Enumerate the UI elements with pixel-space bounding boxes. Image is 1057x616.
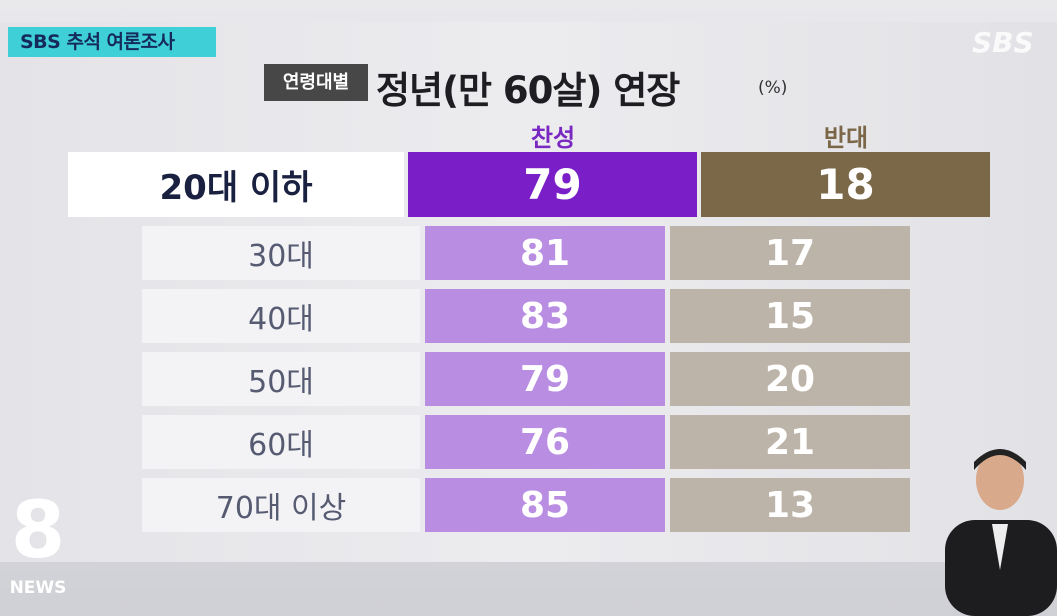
cell-disagree: 18 <box>701 152 990 217</box>
cell-agree: 76 <box>425 415 665 469</box>
cell-disagree: 13 <box>670 478 910 532</box>
column-header: 찬성 <box>530 124 576 152</box>
news-logo-text: NEWS <box>9 578 67 598</box>
cell-agree: 79 <box>425 352 665 406</box>
row-label: 20대 이하 <box>68 152 404 217</box>
cell-disagree: 20 <box>670 352 910 406</box>
row-label: 50대 <box>142 352 420 406</box>
cell-agree: 79 <box>408 152 697 217</box>
channel-logo: SBS <box>972 26 1034 59</box>
news-logo-number: 8 <box>10 486 66 576</box>
cell-agree: 85 <box>425 478 665 532</box>
cell-agree: 81 <box>425 226 665 280</box>
row-label: 30대 <box>142 226 420 280</box>
cell-disagree: 21 <box>670 415 910 469</box>
row-label: 60대 <box>142 415 420 469</box>
unit: (%) <box>758 78 788 98</box>
title: 정년(만 60살) 연장 <box>376 69 680 112</box>
cell-disagree: 17 <box>670 226 910 280</box>
row-label: 70대 이상 <box>142 478 420 532</box>
sign-language-interpreter <box>945 449 1057 616</box>
column-header: 반대 <box>823 124 869 152</box>
badge: SBS 추석 여론조사 <box>8 27 216 57</box>
cell-disagree: 15 <box>670 289 910 343</box>
cell-agree: 83 <box>425 289 665 343</box>
row-label: 40대 <box>142 289 420 343</box>
title-tag: 연령대별 <box>264 64 368 101</box>
